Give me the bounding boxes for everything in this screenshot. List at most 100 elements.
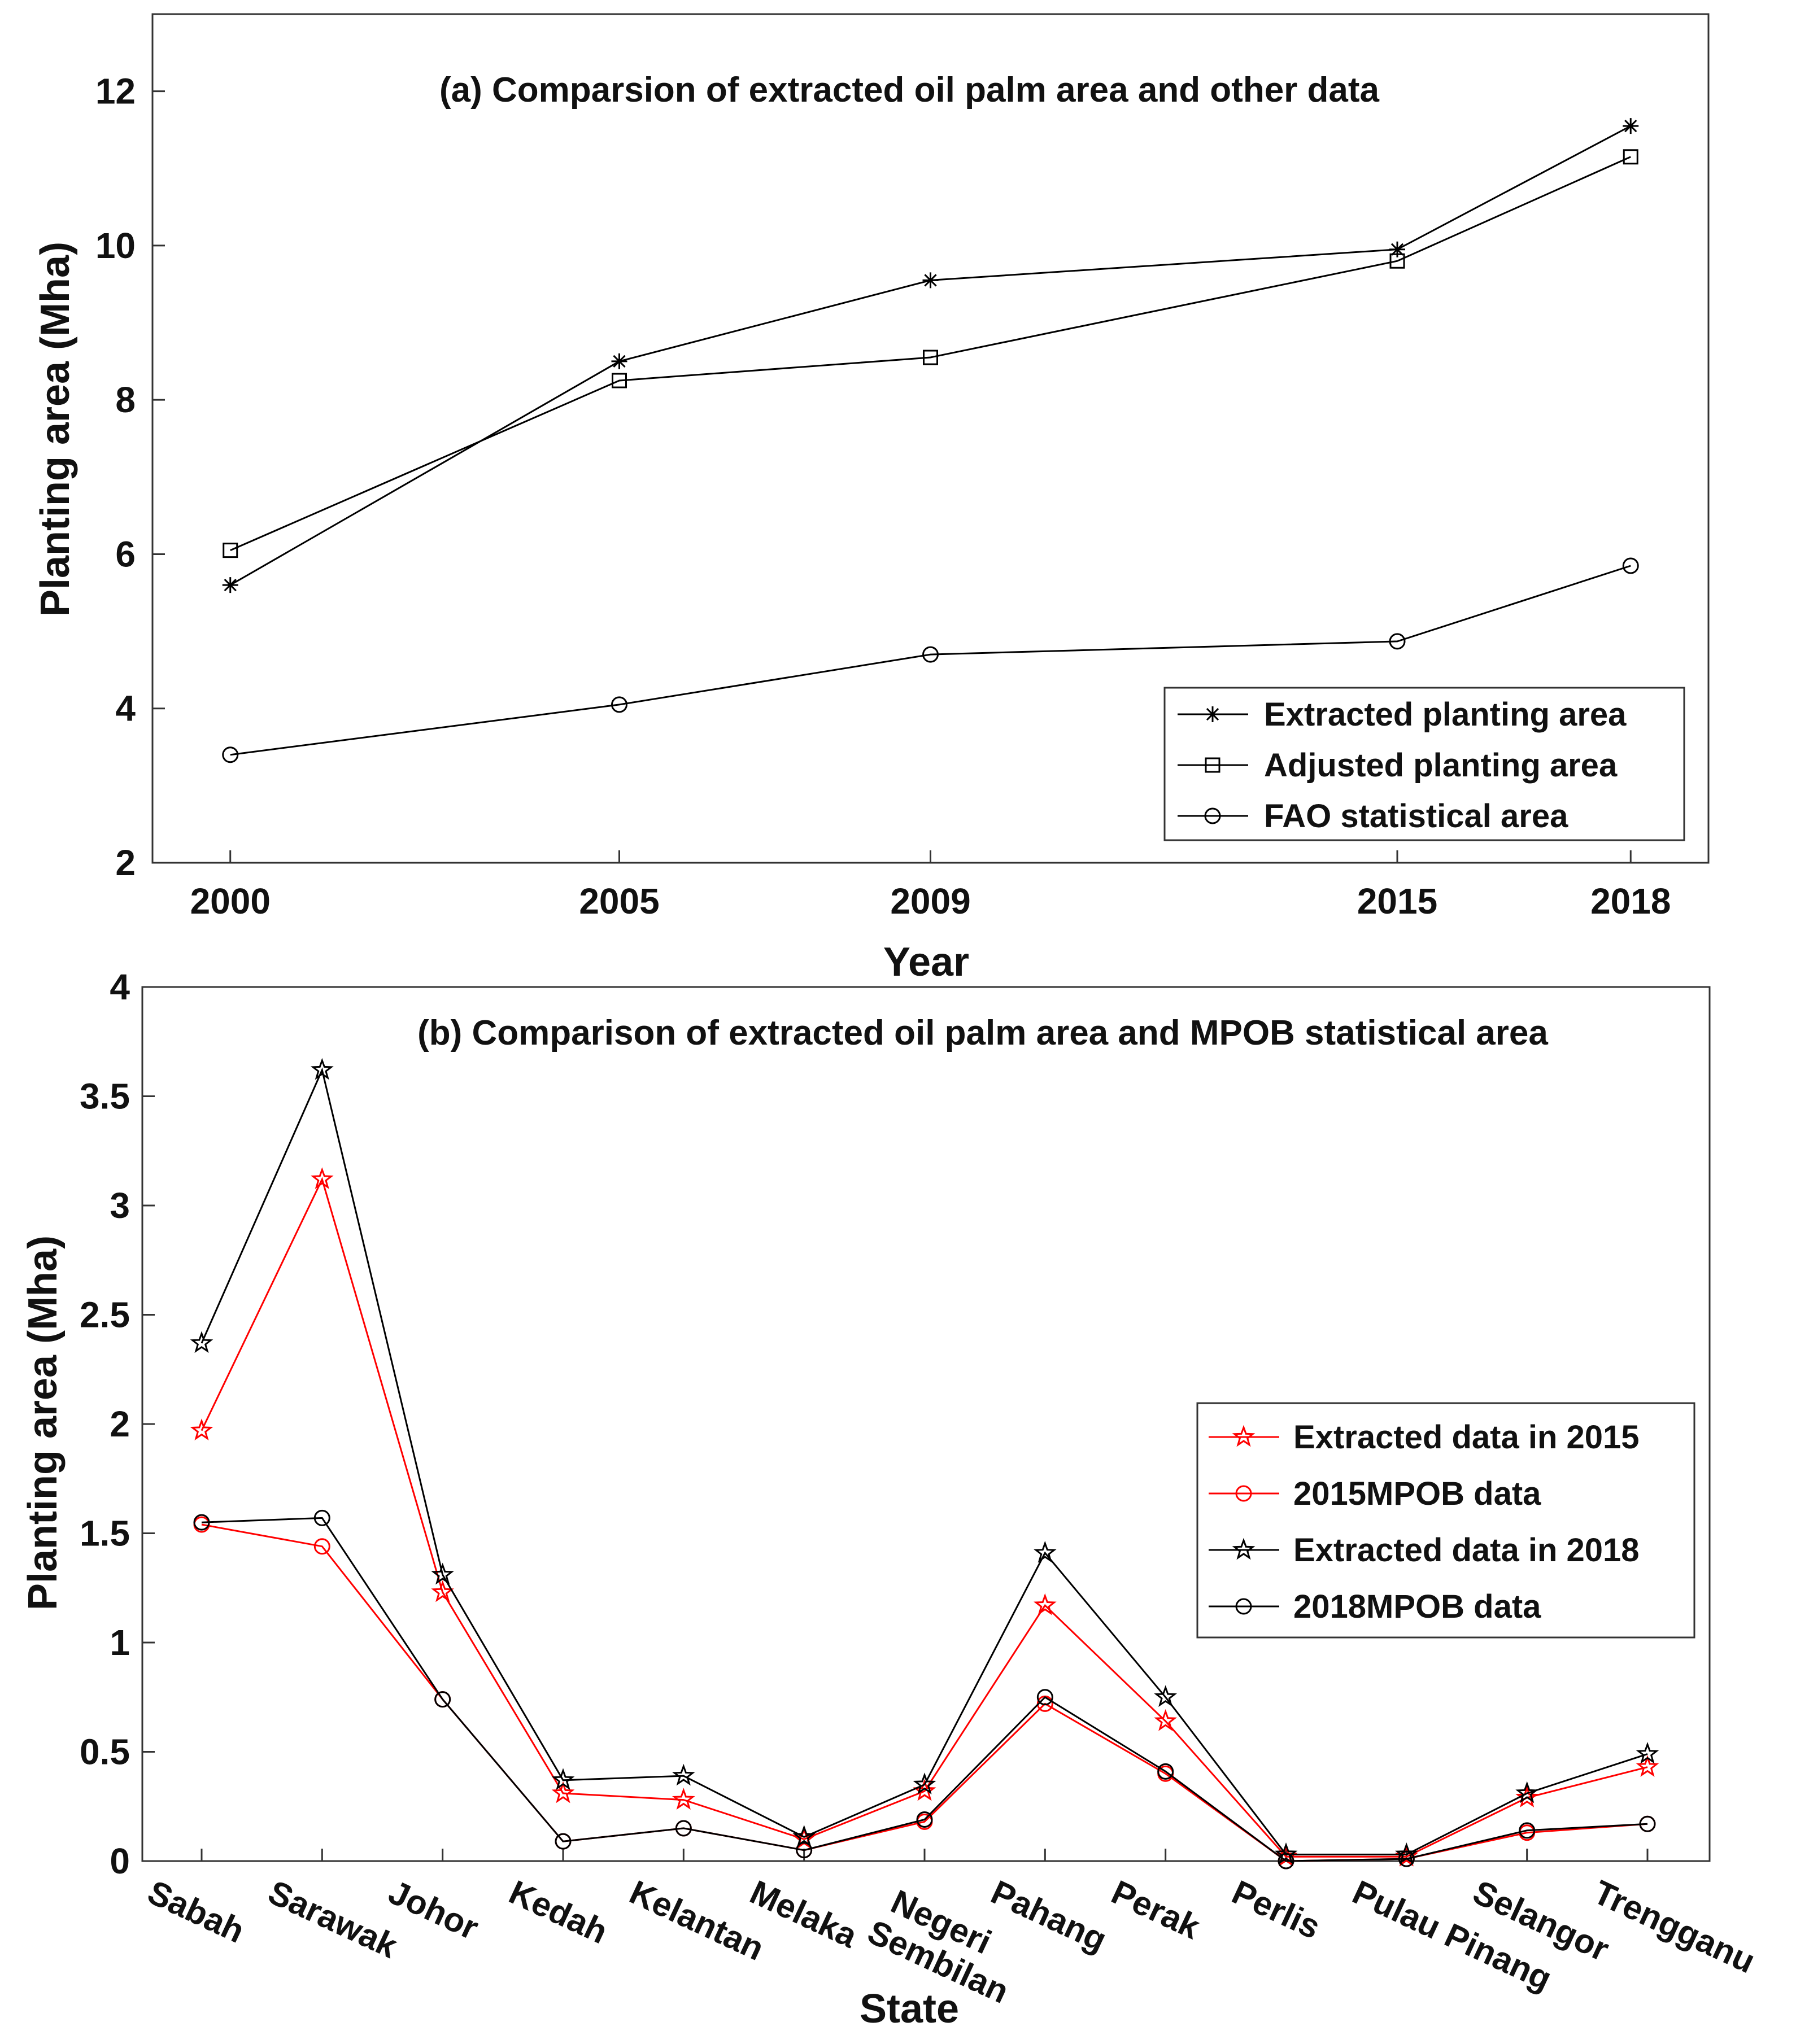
panel-a-series-group <box>222 118 1639 763</box>
panel-b-point-extracted-data-in-2018 <box>792 1824 816 1847</box>
panel-a-point-adjusted-planting-area <box>1623 149 1638 165</box>
panel-a-title: (a) Comparsion of extracted oil palm are… <box>439 71 1380 110</box>
panel-b-legend-label: 2018MPOB data <box>1293 1588 1541 1625</box>
panel-b-x-tick-label: Perak <box>1106 1873 1206 1946</box>
panel-b-x-tick-label: Kedah <box>504 1873 614 1951</box>
panel-a-line-adjusted-planting-area <box>230 156 1631 551</box>
panel-a-tick-group: 2 4 6 8 10 12 2000 2005 2009 2015 2018 <box>95 71 1671 921</box>
panel-a-point-extracted-planting-area <box>611 353 627 369</box>
panel-a-point-fao-statistical-area <box>1622 557 1639 574</box>
panel-b-point-extracted-data-in-2018 <box>311 1058 334 1080</box>
panel-b-line-extracted-data-in-2018 <box>200 1067 1648 1855</box>
panel-a-y-tick-label: 2 <box>115 842 136 883</box>
panel-a-legend: Extracted planting area Adjusted planting… <box>1163 687 1685 841</box>
panel-b-legend-label: Extracted data in 2015 <box>1293 1419 1640 1456</box>
panel-b-point-extracted-data-in-2018 <box>913 1772 936 1794</box>
panel-b-point-extracted-data-in-2018 <box>190 1331 213 1353</box>
panel-b-y-axis-label: Planting area (Mha) <box>20 1235 66 1610</box>
panel-b-y-tick-label: 0.5 <box>80 1732 130 1772</box>
panel-a-line-chart: 2 4 6 8 10 12 2000 2005 2009 2015 2018 (a) Compars… <box>33 13 1710 985</box>
panel-a-x-tick-label: 2015 <box>1357 881 1437 921</box>
panel-a-y-tick-label: 6 <box>115 534 136 574</box>
panel-b-legend-box <box>1196 1402 1695 1639</box>
panel-a-legend-entry-fao-statistical-area: FAO statistical area <box>1178 798 1568 835</box>
panel-b-point-2015mpob-data <box>313 1538 330 1555</box>
panel-b-point-2018mpob-data <box>193 1514 210 1531</box>
panel-b-point-extracted-data-in-2018 <box>672 1763 695 1786</box>
panel-b-x-tick-label: Sabah <box>142 1873 251 1950</box>
panel-b-point-extracted-data-in-2018 <box>1034 1540 1057 1563</box>
panel-a-x-tick-label: 2000 <box>190 881 271 921</box>
panel-a-point-fao-statistical-area <box>922 646 939 663</box>
panel-b-point-extracted-data-in-2018 <box>1515 1781 1538 1803</box>
panel-b-y-tick-label: 2.5 <box>80 1295 130 1335</box>
panel-a-legend-entries: Extracted planting area Adjusted planting… <box>1178 696 1627 835</box>
panel-b-point-2018mpob-data <box>1519 1822 1536 1839</box>
panel-a-point-adjusted-planting-area <box>223 543 238 558</box>
panel-a-point-fao-statistical-area <box>1389 633 1406 650</box>
panel-b-point-extracted-data-in-2018 <box>1274 1842 1298 1864</box>
panel-b-series-2018mpob-data <box>193 1509 1656 1870</box>
panel-b-y-tick-label: 3.5 <box>80 1076 130 1117</box>
panel-a-point-adjusted-planting-area <box>612 373 627 388</box>
panel-b-point-2018mpob-data <box>916 1811 933 1828</box>
panel-b-point-2018mpob-data <box>1278 1853 1294 1870</box>
panel-b-point-2018mpob-data <box>1398 1850 1415 1867</box>
panel-a-point-extracted-planting-area <box>1623 118 1639 134</box>
panel-a-legend-entry-extracted-planting-area: Extracted planting area <box>1178 696 1627 733</box>
panel-b-point-extracted-data-in-2015 <box>551 1781 575 1803</box>
panel-a-y-tick-label: 12 <box>95 71 136 112</box>
panel-b-legend-label: 2015MPOB data <box>1293 1475 1541 1512</box>
panel-b-x-tick-label: Trengganu <box>1588 1873 1761 1980</box>
panel-a-series-fao-statistical-area <box>222 557 1639 763</box>
panel-b-legend-marker-circle <box>1235 1485 1252 1502</box>
panel-b-point-extracted-data-in-2018 <box>1636 1742 1659 1764</box>
panel-b-legend-marker-circle <box>1235 1598 1252 1615</box>
panel-b-legend: Extracted data in 2015 2015MPOB data Extra… <box>1196 1402 1695 1639</box>
panel-b-y-tick-label: 1.5 <box>80 1513 130 1554</box>
panel-b-y-tick-label: 3 <box>110 1185 130 1226</box>
panel-b-x-tick-label: Sarawak <box>263 1873 404 1966</box>
panel-b-legend-entry-2018mpob-data: 2018MPOB data <box>1209 1588 1541 1625</box>
panel-b-legend-entries: Extracted data in 2015 2015MPOB data Extra… <box>1209 1419 1640 1625</box>
panel-a-legend-box <box>1163 687 1685 841</box>
panel-b-line-extracted-data-in-2015 <box>200 1177 1648 1858</box>
panel-b-point-extracted-data-in-2015 <box>311 1167 334 1189</box>
panel-b-point-2018mpob-data <box>1036 1689 1053 1706</box>
panel-b-y-tick-label: 0 <box>110 1841 130 1881</box>
panel-b-title: (b) Comparison of extracted oil palm are… <box>417 1014 1548 1052</box>
panel-a-line-extracted-planting-area <box>230 125 1632 586</box>
panel-a-y-tick-label: 4 <box>115 688 136 729</box>
panel-b-legend-label: Extracted data in 2018 <box>1293 1532 1640 1569</box>
panel-b-point-2018mpob-data <box>675 1820 692 1837</box>
panel-b-y-tick-label: 1 <box>110 1622 130 1663</box>
panel-a-y-tick-label: 8 <box>115 379 136 420</box>
panel-a-legend-marker-square <box>1205 757 1220 773</box>
panel-a-series-extracted-planting-area <box>222 118 1639 593</box>
panel-b-point-extracted-data-in-2015 <box>1636 1755 1659 1777</box>
panel-b-point-extracted-data-in-2018 <box>551 1768 575 1790</box>
panel-b-point-extracted-data-in-2018 <box>1154 1685 1177 1707</box>
panel-a-legend-label: Adjusted planting area <box>1264 747 1618 784</box>
panel-a-legend-marker-circle <box>1204 807 1221 824</box>
panel-b-legend-entry-extracted-data-in-2018: Extracted data in 2018 <box>1209 1532 1640 1569</box>
panel-b-point-2018mpob-data <box>434 1691 451 1708</box>
panel-a-point-extracted-planting-area <box>922 272 939 289</box>
panel-b-point-2018mpob-data <box>1157 1763 1174 1780</box>
panel-b-x-tick-label: Pahang <box>986 1873 1113 1959</box>
panel-a-line-fao-statistical-area <box>230 565 1631 756</box>
panel-a-point-extracted-planting-area <box>222 577 238 593</box>
panel-b-y-tick-label: 4 <box>110 967 130 1007</box>
panel-a-point-fao-statistical-area <box>611 696 627 713</box>
panel-b-legend-marker-star <box>1232 1425 1256 1447</box>
panel-b-point-2018mpob-data <box>1639 1815 1656 1832</box>
panel-b-x-tick-label: Pulau Pinang <box>1347 1873 1558 1998</box>
panel-b-series-extracted-data-in-2018 <box>190 1058 1659 1864</box>
panel-b-point-extracted-data-in-2015 <box>190 1418 213 1440</box>
panel-a-y-axis-label: Planting area (Mha) <box>33 242 78 617</box>
panel-b-x-tick-label: Kelantan <box>624 1873 770 1968</box>
panel-b-point-extracted-data-in-2015 <box>1515 1785 1538 1808</box>
panel-a-x-axis-label: Year <box>883 940 969 985</box>
